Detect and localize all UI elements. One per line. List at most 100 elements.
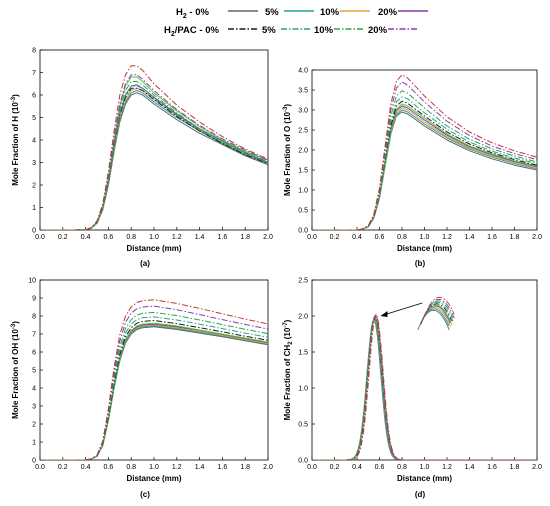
x-tick-label: 2.0 xyxy=(263,464,273,471)
series-line-h2_20 xyxy=(40,323,268,460)
x-tick-label: 1.2 xyxy=(172,234,182,241)
x-tick-label: 0.4 xyxy=(81,234,91,241)
y-tick-label: 5 xyxy=(32,368,36,375)
series-line-h2_5 xyxy=(40,90,268,230)
caption-d: (d) xyxy=(415,490,426,499)
x-tick-label: 1.6 xyxy=(487,464,497,471)
x-tick-label: 0.0 xyxy=(35,464,45,471)
series-line-h2_20 xyxy=(312,317,537,460)
x-tick-label: 0.2 xyxy=(58,464,68,471)
x-tick-label: 0.8 xyxy=(397,234,407,241)
series-line-h2_5 xyxy=(312,109,537,230)
y-tick-label: 0.0 xyxy=(298,458,308,465)
y-tick-label: 1.0 xyxy=(298,386,308,393)
y-tick-label: 3 xyxy=(32,404,36,411)
x-tick-label: 1.6 xyxy=(487,234,497,241)
plot-frame xyxy=(39,279,269,461)
x-tick-label: 0.4 xyxy=(352,464,362,471)
y-tick-label: 1.5 xyxy=(298,350,308,357)
x-tick-label: 1.4 xyxy=(465,464,475,471)
legend-row-h2: H2 - 0% xyxy=(176,7,210,20)
inset-peak-pac_20 xyxy=(422,298,456,320)
chart-panel-1: 0.0 0.2 0.4 0.6 0.8 1.0 1.2 1.4 1.6 1.8 2.0 0.0 0.5 1… xyxy=(283,68,542,254)
y-tick-label: 1.5 xyxy=(298,168,308,175)
inset-peak-pac_30 xyxy=(423,296,455,318)
plot-frame xyxy=(39,49,269,231)
y-tick-label: 2 xyxy=(32,183,36,190)
legend-label-10: 10% xyxy=(320,7,340,18)
series-line-h2_5 xyxy=(40,325,268,460)
y-tick-label: 2.0 xyxy=(298,148,308,155)
x-tick-label: 0.6 xyxy=(104,234,114,241)
x-tick-label: 1.4 xyxy=(195,234,205,241)
x-axis-label: Distance (mm) xyxy=(126,244,181,253)
series-line-pac_0 xyxy=(312,315,537,460)
series-line-pac_20 xyxy=(40,305,268,460)
y-tick-label: 0 xyxy=(32,228,36,235)
x-tick-label: 0.6 xyxy=(104,464,114,471)
x-tick-label: 0.2 xyxy=(58,234,68,241)
y-tick-label: 2.0 xyxy=(298,314,308,321)
x-tick-label: 1.8 xyxy=(510,464,520,471)
series-line-h2_20 xyxy=(40,84,268,230)
series-line-pac_30 xyxy=(312,313,537,460)
series-line-h2_0 xyxy=(312,111,537,230)
legend-row-h2-pac: H2/PAC - 0% xyxy=(164,25,219,38)
series-line-h2_30 xyxy=(312,103,537,230)
x-tick-label: 0.0 xyxy=(307,464,317,471)
y-tick-label: 1 xyxy=(32,440,36,447)
inset-peak-pac_10 xyxy=(422,300,454,321)
y-tick-label: 1.0 xyxy=(298,188,308,195)
legend-label-10-pac: 10% xyxy=(314,25,334,36)
x-tick-label: 1.0 xyxy=(149,464,159,471)
series-line-h2_0 xyxy=(40,92,268,230)
y-tick-label: 9 xyxy=(32,296,36,303)
series-line-pac_5 xyxy=(312,96,537,230)
zoom-arrow xyxy=(383,302,423,316)
y-tick-label: 10 xyxy=(28,278,36,285)
x-axis-label: Distance (mm) xyxy=(397,474,452,483)
x-tick-label: 0.0 xyxy=(307,234,317,241)
series-line-h2_30 xyxy=(312,315,537,460)
y-tick-label: 7 xyxy=(32,70,36,77)
x-tick-label: 1.8 xyxy=(510,234,520,241)
series-line-pac_10 xyxy=(40,311,268,460)
caption-c: (c) xyxy=(140,490,150,499)
y-tick-label: 6 xyxy=(32,350,36,357)
x-tick-label: 2.0 xyxy=(532,234,542,241)
series-line-h2_10 xyxy=(40,87,268,230)
legend-label-5: 5% xyxy=(265,7,279,18)
series-line-pac_30 xyxy=(40,65,268,230)
svg-text:H2/PAC - 0%: H2/PAC - 0% xyxy=(164,25,219,38)
x-tick-label: 1.4 xyxy=(195,464,205,471)
x-tick-label: 1.6 xyxy=(218,234,228,241)
y-tick-label: 2.5 xyxy=(298,278,308,285)
svg-text:H2 - 0%: H2 - 0% xyxy=(176,7,210,20)
x-tick-label: 2.0 xyxy=(532,464,542,471)
y-axis-label: Mole Fraction of O (10-3) xyxy=(283,104,292,196)
y-tick-label: 1 xyxy=(32,205,36,212)
series-line-pac_10 xyxy=(312,314,537,460)
x-tick-label: 0.8 xyxy=(126,234,136,241)
series-line-pac_5 xyxy=(40,85,268,230)
series-line-pac_0 xyxy=(40,320,268,460)
caption-b: (b) xyxy=(415,259,426,268)
chart-panel-2: 0.0 0.2 0.4 0.6 0.8 1.0 1.2 1.4 1.6 1.8 2.0 0 1 2 3 4 5 6… xyxy=(11,278,273,484)
series-group xyxy=(40,299,268,460)
y-tick-label: 8 xyxy=(32,314,36,321)
series-line-h2_10 xyxy=(40,324,268,460)
series-group xyxy=(312,74,537,230)
series-line-h2_30 xyxy=(40,322,268,460)
series-line-pac_30 xyxy=(312,74,537,230)
x-tick-label: 2.0 xyxy=(263,234,273,241)
y-tick-label: 3 xyxy=(32,160,36,167)
series-line-pac_20 xyxy=(312,314,537,460)
x-tick-label: 0.8 xyxy=(397,464,407,471)
y-axis-label: Mole Fraction of CH2 (10-7) xyxy=(283,319,294,420)
y-tick-label: 0.5 xyxy=(298,422,308,429)
y-tick-label: 0.5 xyxy=(298,208,308,215)
y-tick-label: 0.0 xyxy=(298,228,308,235)
x-tick-label: 0.0 xyxy=(35,234,45,241)
y-axis-label: Mole Fraction of OH (10-3) xyxy=(11,321,20,419)
